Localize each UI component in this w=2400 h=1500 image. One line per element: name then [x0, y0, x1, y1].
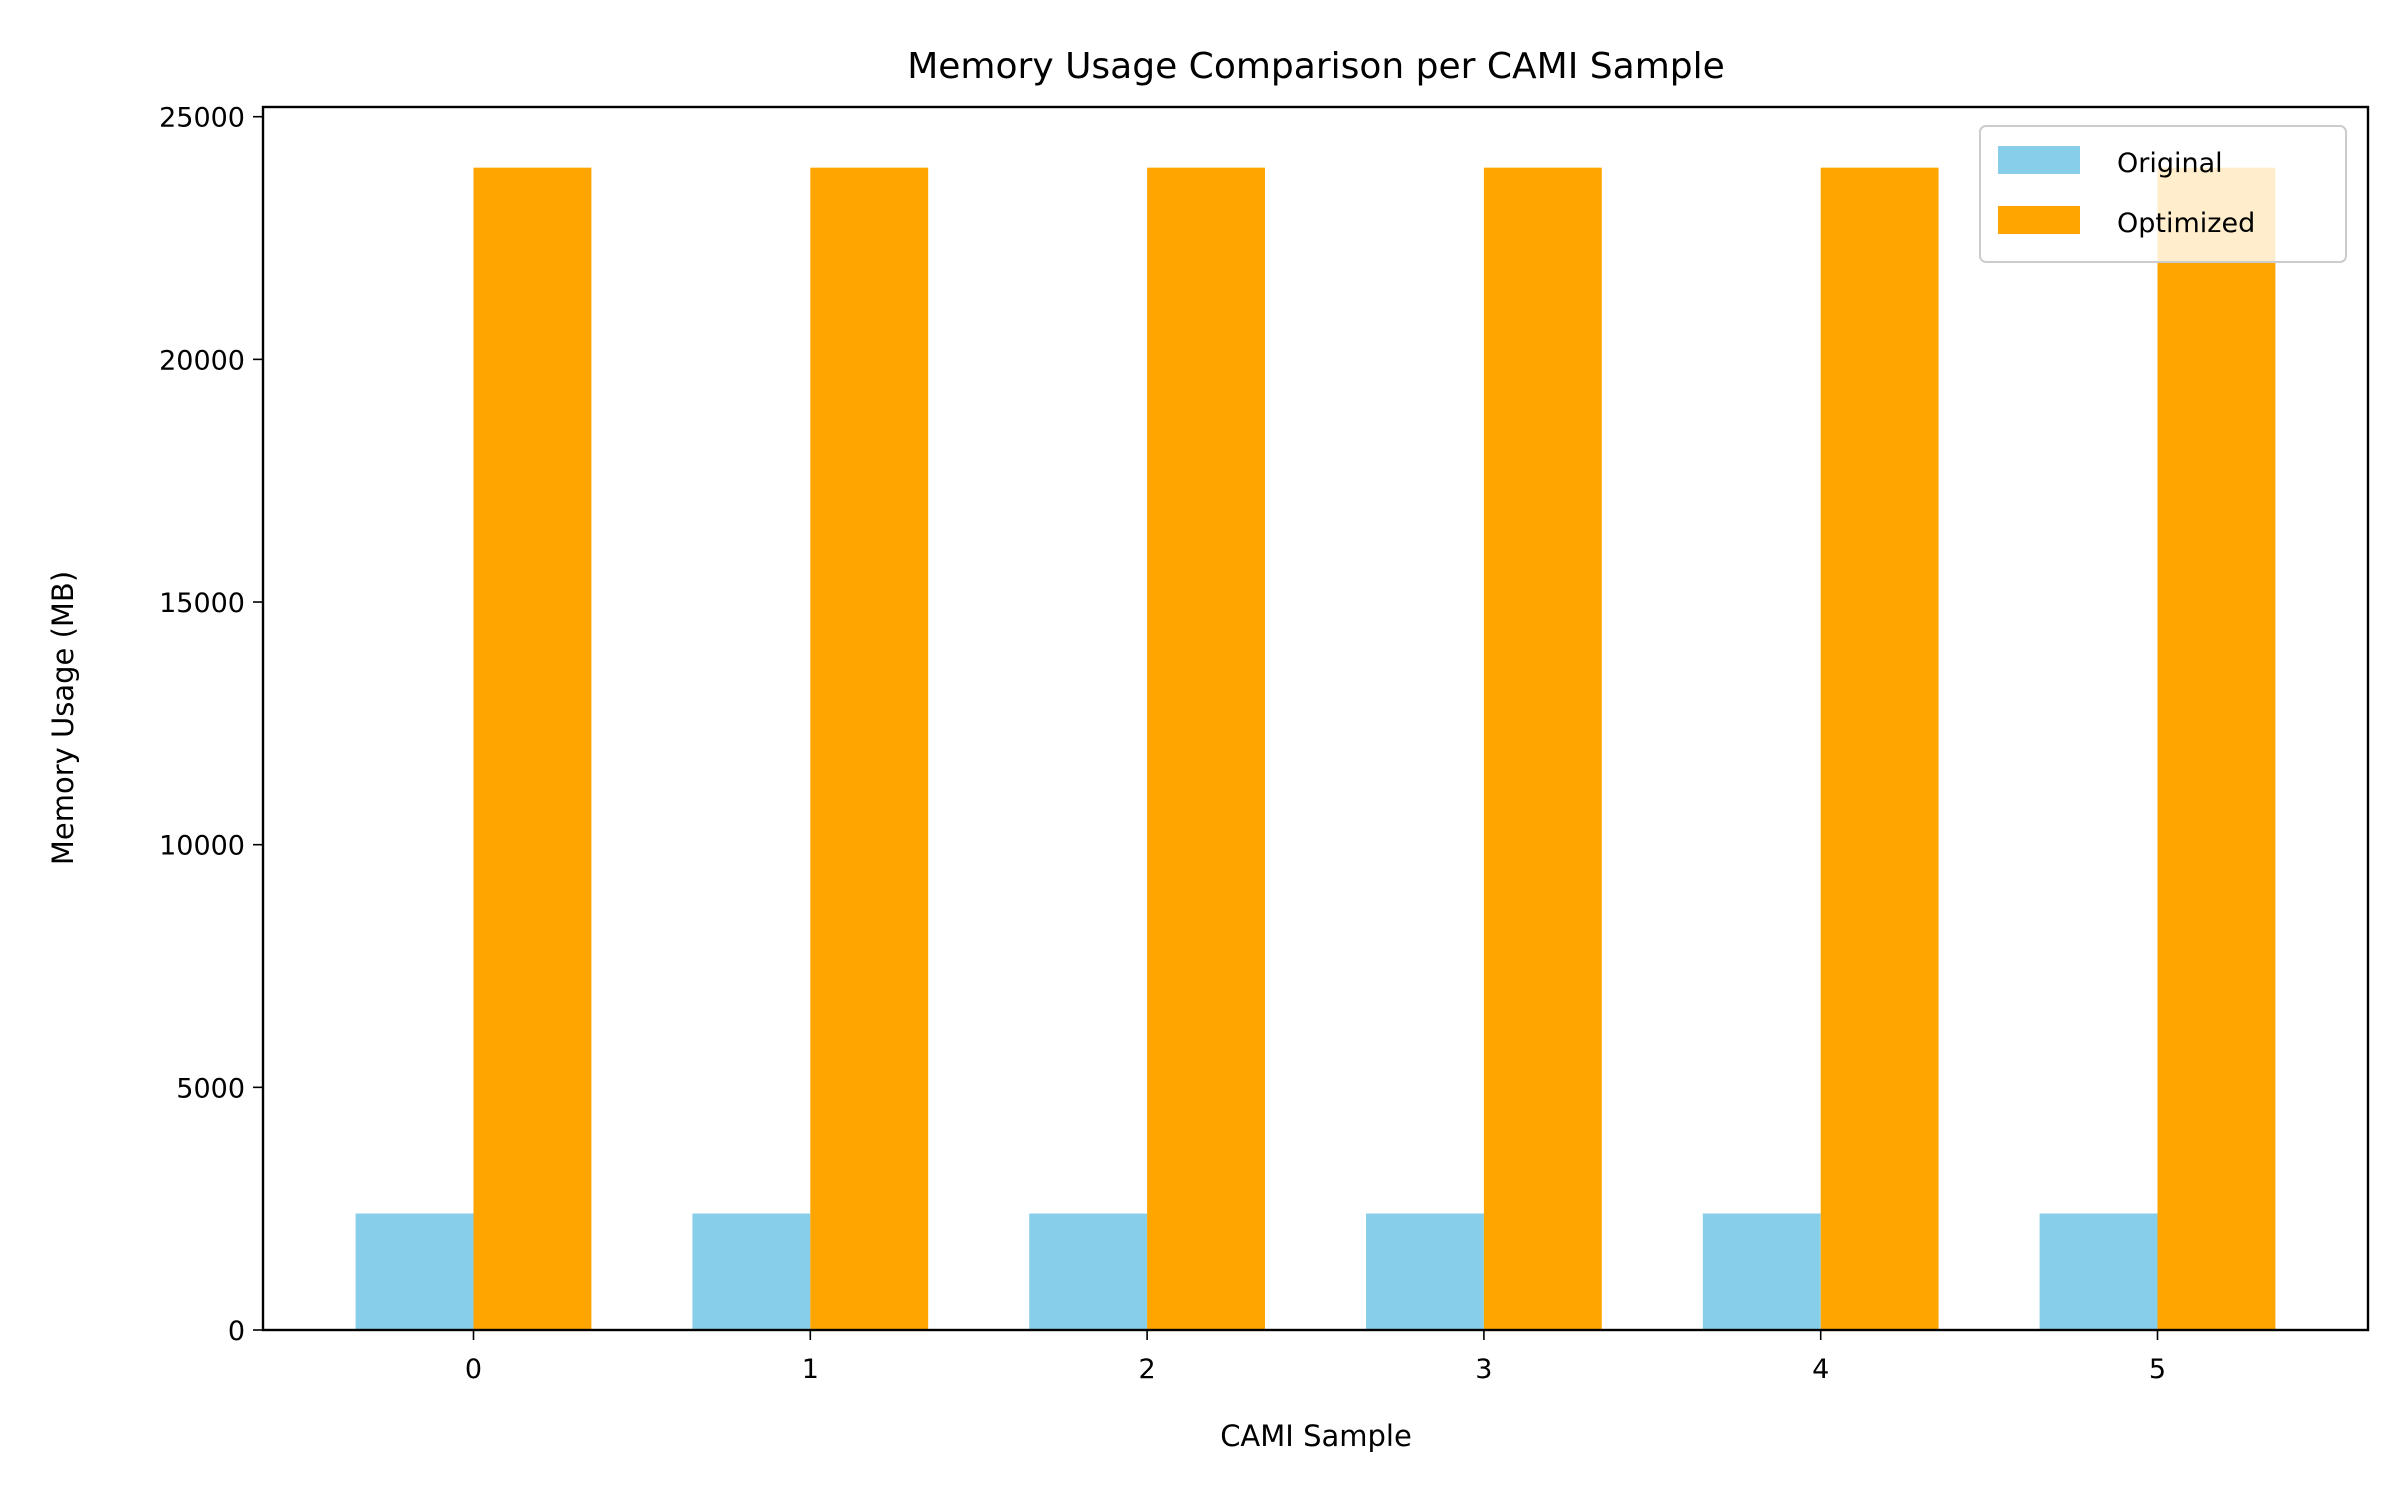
x-axis: 0 1 2 3 4 5: [465, 1330, 2166, 1385]
legend-label-original: Original: [2117, 148, 2223, 179]
y-tick-label: 25000: [159, 103, 245, 134]
bar-optimized-2: [1147, 167, 1265, 1330]
bar-optimized-1: [810, 167, 929, 1330]
legend-swatch-optimized: [1998, 206, 2080, 234]
bar-optimized-5: [2157, 167, 2276, 1330]
y-tick-label: 0: [228, 1316, 245, 1347]
plot-frame: [261, 105, 2370, 1332]
x-tick-label: 3: [1475, 1354, 1492, 1385]
y-tick-label: 5000: [176, 1073, 245, 1104]
x-tick-label: 2: [1139, 1354, 1156, 1385]
x-tick-label: 5: [2149, 1354, 2166, 1385]
legend: Original Optimized: [1979, 125, 2347, 263]
bar-original-5: [2039, 1213, 2158, 1330]
legend-label-optimized: Optimized: [2117, 208, 2255, 239]
x-axis-label: CAMI Sample: [1220, 1419, 1412, 1453]
y-axis-label: Memory Usage (MB): [46, 571, 80, 865]
chart-title: Memory Usage Comparison per CAMI Sample: [907, 46, 1725, 87]
bars-group: [355, 167, 2276, 1330]
bar-original-3: [1366, 1213, 1484, 1330]
bar-original-0: [355, 1213, 474, 1330]
bar-optimized-0: [473, 167, 592, 1330]
bar-original-2: [1029, 1213, 1148, 1330]
bar-original-4: [1702, 1213, 1821, 1330]
y-axis: 0 5000 10000 15000 20000 25000: [159, 103, 263, 1347]
legend-swatch-original: [1998, 146, 2080, 174]
y-tick-label: 10000: [159, 831, 245, 862]
x-tick-label: 4: [1812, 1354, 1829, 1385]
bar-optimized-3: [1483, 167, 1602, 1330]
y-tick-label: 15000: [159, 588, 245, 619]
x-tick-label: 0: [465, 1354, 482, 1385]
y-tick-label: 20000: [159, 345, 245, 376]
x-tick-label: 1: [802, 1354, 819, 1385]
bar-optimized-4: [1820, 167, 1939, 1330]
bar-original-1: [692, 1213, 811, 1330]
